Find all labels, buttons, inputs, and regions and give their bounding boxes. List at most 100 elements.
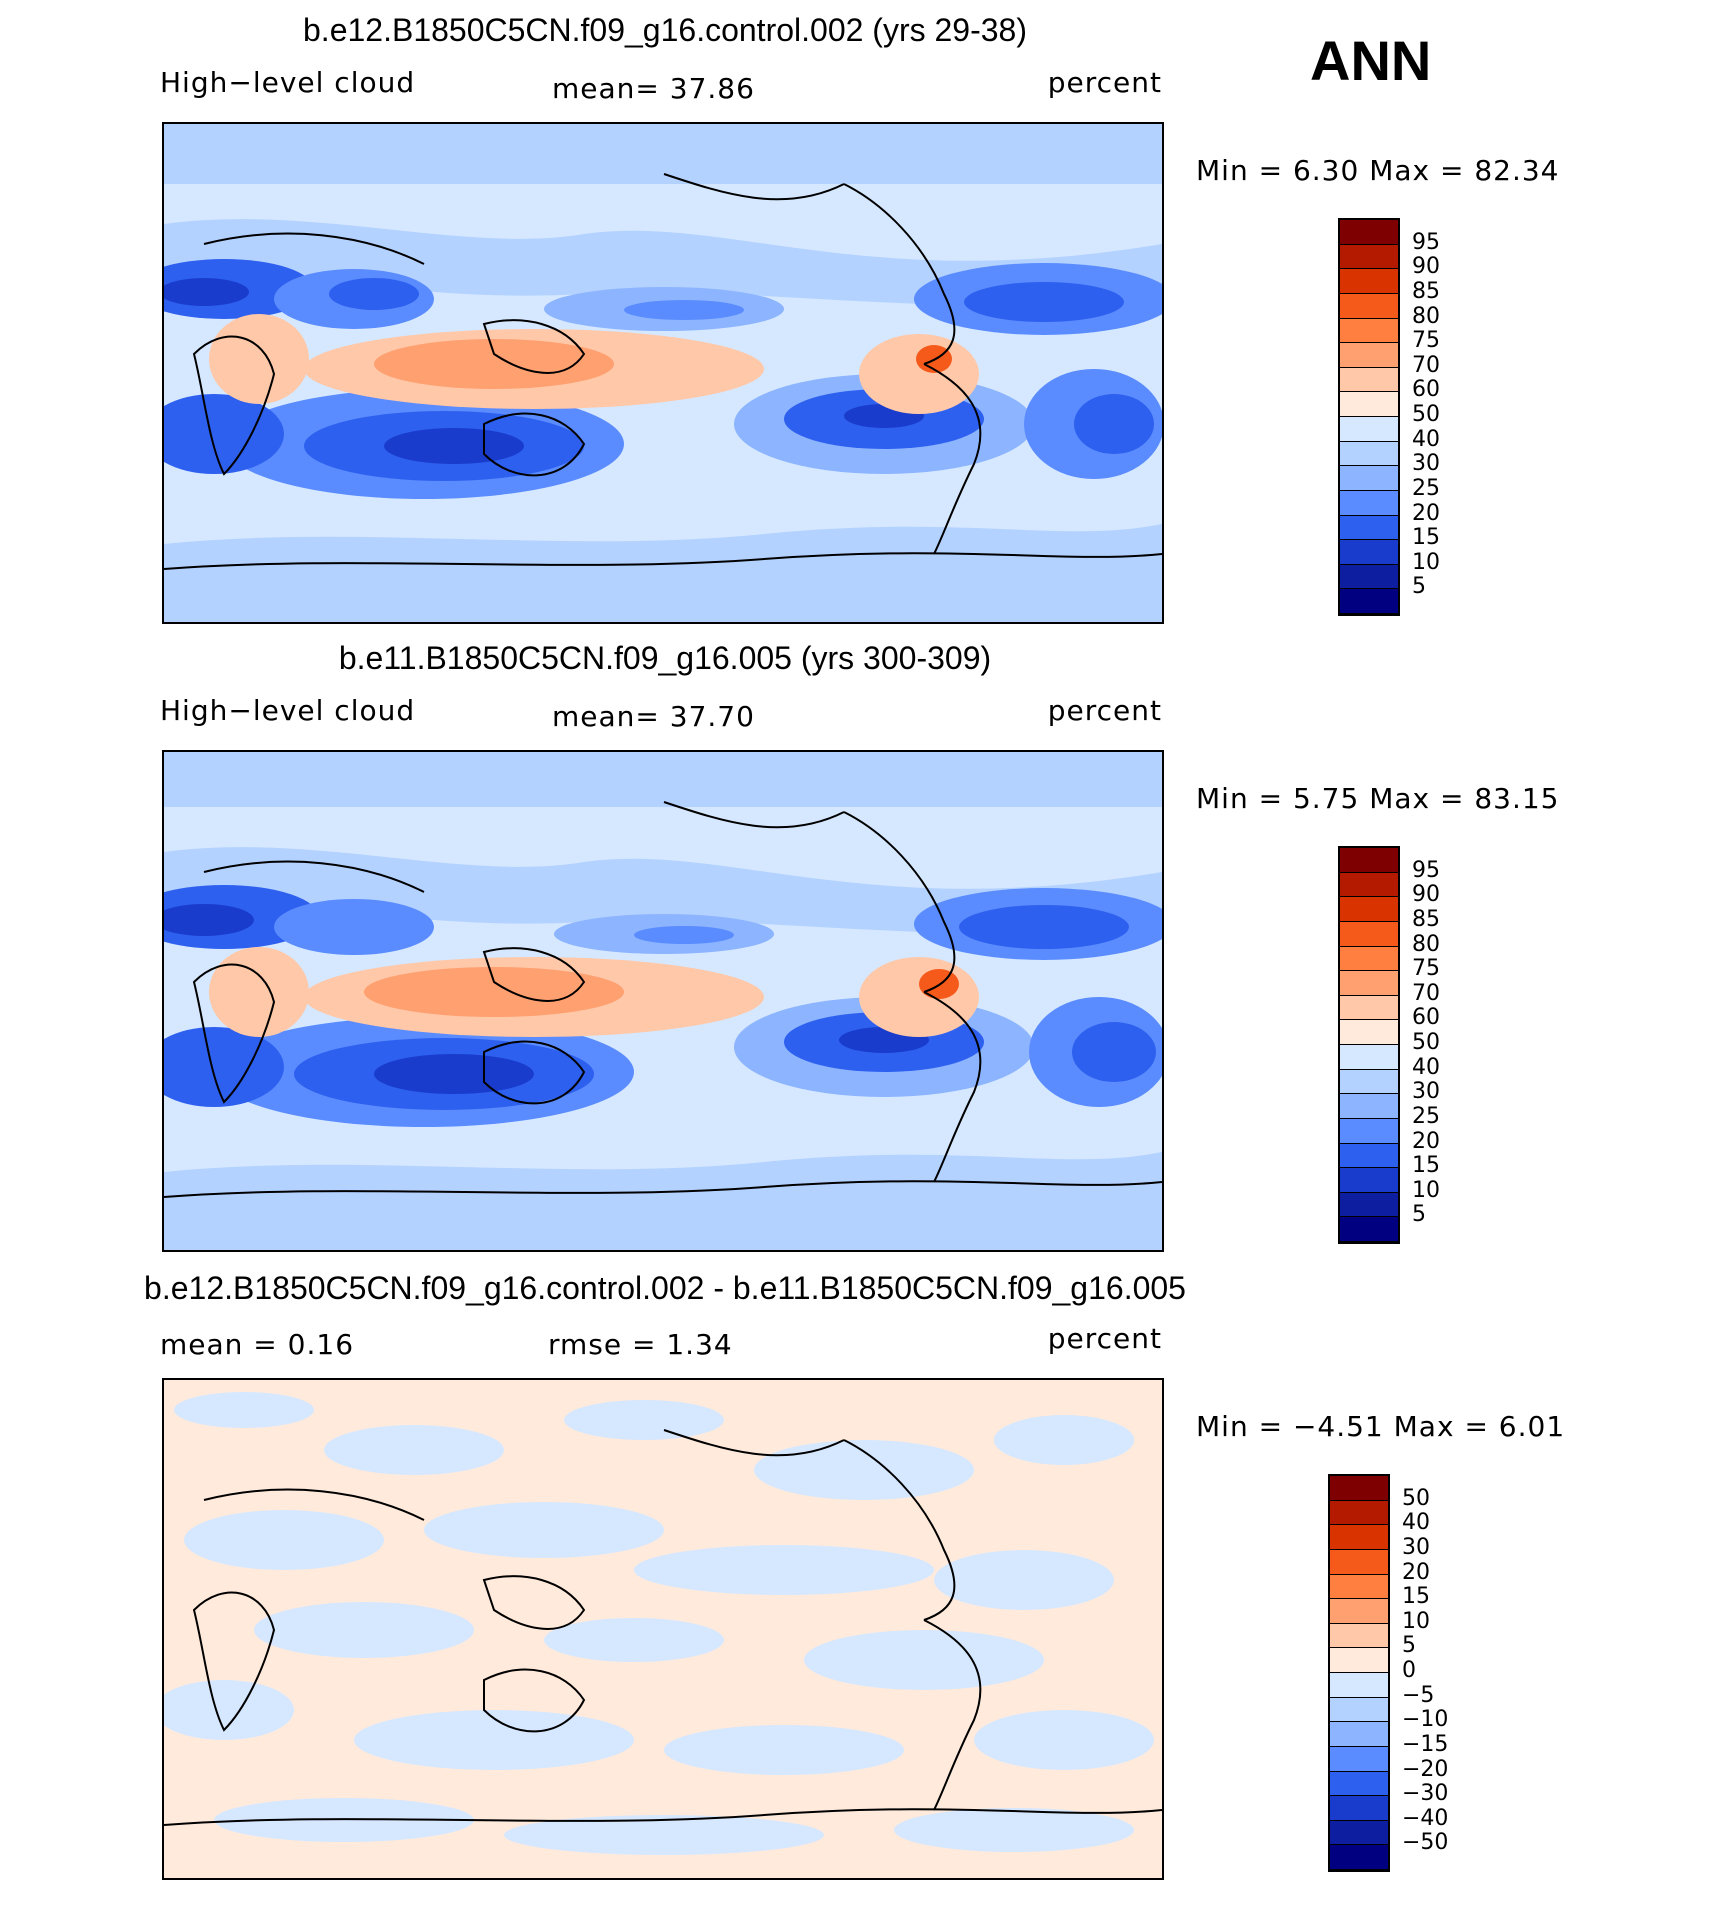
colorbar-segment — [1340, 848, 1398, 873]
colorbar-segment — [1340, 515, 1398, 541]
panel-3-map — [162, 1378, 1164, 1880]
colorbar-segment — [1340, 490, 1398, 516]
colorbar-tick-label: 20 — [1412, 1128, 1440, 1154]
colorbar-tick-label: 85 — [1412, 278, 1440, 304]
colorbar-segment — [1340, 971, 1398, 996]
colorbar-segment — [1340, 872, 1398, 898]
panel-3-title: b.e12.B1850C5CN.f09_g16.control.002 - b.… — [144, 1270, 1186, 1306]
panel-1-units-label: percent — [1047, 66, 1162, 99]
colorbar-segment — [1340, 220, 1398, 245]
colorbar-tick-label: 20 — [1402, 1559, 1430, 1585]
panel-1-minmax: Min = 6.30 Max = 82.34 — [1196, 154, 1560, 187]
panel-1-variable-label: High−level cloud — [160, 66, 416, 99]
colorbar-tick-label: 25 — [1412, 1103, 1440, 1129]
colorbar-segment — [1340, 1094, 1398, 1119]
colorbar-tick-label: 10 — [1402, 1608, 1430, 1634]
colorbar-segment — [1330, 1697, 1388, 1723]
colorbar-segment — [1330, 1549, 1388, 1575]
colorbar-segment — [1340, 995, 1398, 1021]
panel-2-variable-label: High−level cloud — [160, 694, 416, 727]
colorbar-tick-label: −50 — [1402, 1830, 1449, 1856]
colorbar-tick-label: 75 — [1412, 328, 1440, 354]
panel-2-title: b.e11.B1850C5CN.f09_g16.005 (yrs 300-309… — [338, 640, 992, 676]
colorbar-tick-label: 90 — [1412, 254, 1440, 280]
colorbar-segment — [1340, 589, 1398, 614]
colorbar-tick-label: 60 — [1412, 1005, 1440, 1031]
colorbar-tick-label: 90 — [1412, 882, 1440, 908]
colorbar-tick-label: 95 — [1412, 857, 1440, 883]
colorbar-tick-label: 70 — [1412, 980, 1440, 1006]
colorbar-tick-label: 40 — [1412, 426, 1440, 452]
colorbar-tick-label: 0 — [1402, 1658, 1416, 1683]
panel-2-map — [162, 750, 1164, 1252]
colorbar-tick-label: −20 — [1402, 1756, 1449, 1782]
colorbar-segment — [1330, 1746, 1388, 1772]
colorbar-tick-label: 15 — [1412, 1153, 1440, 1179]
colorbar-segment — [1340, 417, 1398, 442]
colorbar-segment — [1340, 1168, 1398, 1193]
colorbar-tick-label: 70 — [1412, 352, 1440, 378]
panel-1-colorbar-labels: 95 90 85 80 75 70 60 50 40 30 25 20 15 10 5 — [1412, 218, 1472, 612]
colorbar-segment — [1340, 921, 1398, 947]
colorbar-tick-label: 95 — [1412, 229, 1440, 255]
panel-3-minmax: Min = −4.51 Max = 6.01 — [1196, 1410, 1566, 1443]
colorbar-segment — [1340, 318, 1398, 344]
panel-3-colorbar-labels: 50 40 30 20 15 10 5 0 −5 −10 −15 −20 −30 −40 −50 — [1402, 1474, 1472, 1868]
panel-1-mean-label: mean= 37.86 — [552, 72, 755, 105]
colorbar-tick-label: 15 — [1412, 525, 1440, 551]
colorbar-tick-label: 40 — [1412, 1054, 1440, 1080]
colorbar-segment — [1340, 466, 1398, 491]
colorbar-tick-label: 10 — [1412, 549, 1440, 575]
colorbar-tick-label: 30 — [1412, 451, 1440, 477]
panel-2-mean-label: mean= 37.70 — [552, 700, 755, 733]
panel-1-map — [162, 122, 1164, 624]
panel-2-colorbar — [1338, 846, 1400, 1244]
colorbar-tick-label: 30 — [1412, 1079, 1440, 1105]
colorbar-segment — [1340, 1069, 1398, 1095]
panel-2-units-label: percent — [1047, 694, 1162, 727]
colorbar-tick-label: −30 — [1402, 1781, 1449, 1807]
colorbar-segment — [1340, 244, 1398, 270]
colorbar-segment — [1330, 1673, 1388, 1698]
colorbar-tick-label: −15 — [1402, 1731, 1449, 1757]
panel-3-units-label: percent — [1047, 1322, 1162, 1355]
colorbar-tick-label: −5 — [1402, 1682, 1435, 1708]
panel-2-colorbar-labels: 95 90 85 80 75 70 60 50 40 30 25 20 15 10 5 — [1412, 846, 1472, 1240]
colorbar-segment — [1330, 1722, 1388, 1747]
panel-3-rmse-label: rmse = 1.34 — [548, 1328, 733, 1361]
colorbar-segment — [1330, 1500, 1388, 1526]
colorbar-tick-label: 50 — [1402, 1485, 1430, 1511]
colorbar-tick-label: 85 — [1412, 906, 1440, 932]
colorbar-tick-label: 80 — [1412, 931, 1440, 957]
colorbar-tick-label: 30 — [1402, 1534, 1430, 1560]
colorbar-segment — [1330, 1648, 1388, 1673]
colorbar-segment — [1340, 392, 1398, 417]
colorbar-tick-label: 20 — [1412, 500, 1440, 526]
colorbar-segment — [1340, 1217, 1398, 1242]
colorbar-segment — [1330, 1525, 1388, 1550]
colorbar-tick-label: 25 — [1412, 475, 1440, 501]
colorbar-tick-label: 50 — [1412, 1030, 1440, 1055]
colorbar-segment — [1330, 1623, 1388, 1649]
colorbar-tick-label: 40 — [1402, 1510, 1430, 1536]
colorbar-tick-label: 60 — [1412, 377, 1440, 403]
colorbar-segment — [1330, 1476, 1388, 1501]
panel-1-colorbar — [1338, 218, 1400, 616]
colorbar-segment — [1340, 1192, 1398, 1218]
colorbar-segment — [1340, 367, 1398, 393]
colorbar-tick-label: −40 — [1402, 1805, 1449, 1831]
colorbar-segment — [1340, 343, 1398, 368]
colorbar-tick-label: −10 — [1402, 1707, 1449, 1733]
panel-3-colorbar — [1328, 1474, 1390, 1872]
colorbar-tick-label: 5 — [1412, 1202, 1426, 1228]
season-label: ANN — [1310, 29, 1432, 92]
colorbar-segment — [1330, 1845, 1388, 1870]
panel-1-title: b.e12.B1850C5CN.f09_g16.control.002 (yrs… — [303, 12, 1027, 48]
colorbar-segment — [1330, 1574, 1388, 1600]
colorbar-segment — [1330, 1599, 1388, 1624]
colorbar-segment — [1340, 540, 1398, 565]
colorbar-segment — [1340, 441, 1398, 467]
colorbar-segment — [1340, 1143, 1398, 1169]
colorbar-segment — [1340, 269, 1398, 294]
colorbar-tick-label: 5 — [1402, 1633, 1416, 1659]
